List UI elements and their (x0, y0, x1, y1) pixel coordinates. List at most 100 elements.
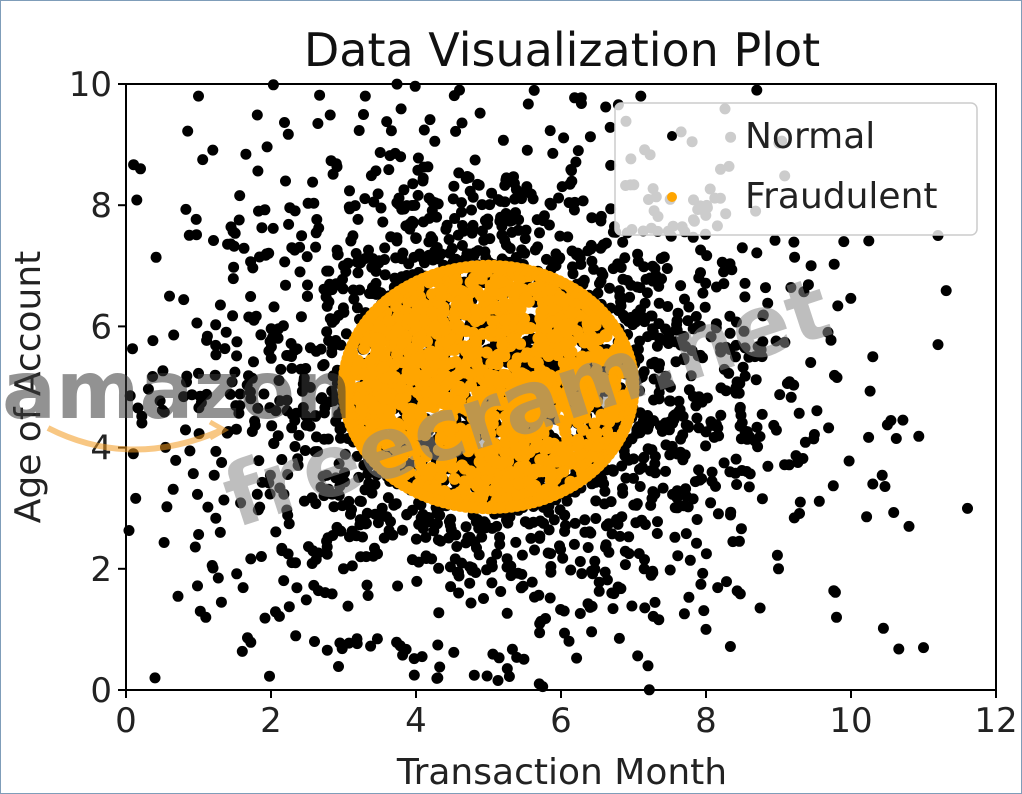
fraudulent-point (542, 436, 555, 449)
normal-point (520, 224, 532, 236)
fraudulent-point (471, 477, 484, 490)
normal-point (332, 249, 344, 260)
normal-point (348, 293, 360, 305)
normal-point (593, 576, 605, 588)
normal-point (554, 540, 565, 552)
fraudulent-point (424, 465, 437, 478)
normal-point (147, 371, 159, 382)
normal-point (590, 513, 602, 524)
normal-point (664, 564, 676, 576)
normal-point (545, 199, 557, 211)
normal-point (708, 431, 720, 443)
fraudulent-point (510, 399, 523, 412)
normal-point (632, 422, 644, 434)
normal-point (161, 501, 173, 513)
normal-point (422, 512, 434, 523)
normal-point (135, 163, 146, 175)
normal-point (456, 240, 468, 251)
normal-point (635, 90, 647, 102)
normal-point (391, 636, 403, 648)
normal-point (431, 242, 443, 253)
normal-point (628, 453, 640, 465)
normal-point (301, 251, 313, 263)
normal-point (808, 433, 820, 445)
normal-point (349, 200, 361, 212)
normal-point (724, 327, 736, 339)
normal-point (569, 517, 581, 529)
normal-point (283, 601, 295, 613)
fraudulent-point (482, 376, 495, 388)
normal-point (805, 357, 817, 368)
normal-point (302, 279, 313, 291)
normal-point (289, 205, 301, 217)
normal-point (691, 412, 703, 424)
normal-point (252, 504, 264, 516)
normal-point (286, 422, 298, 434)
normal-point (645, 465, 656, 477)
normal-point (314, 89, 326, 101)
normal-point (831, 372, 843, 383)
normal-point (682, 501, 694, 513)
normal-point (310, 241, 322, 253)
normal-point (843, 455, 855, 467)
normal-point (178, 294, 190, 306)
normal-point (253, 205, 264, 217)
normal-point (626, 600, 638, 612)
normal-point (408, 653, 420, 665)
normal-point (484, 199, 496, 211)
normal-point (323, 483, 334, 495)
normal-point (193, 402, 205, 414)
normal-point (716, 256, 728, 268)
normal-point (164, 290, 175, 302)
normal-point (212, 572, 224, 584)
normal-point (605, 159, 617, 171)
fraudulent-point (410, 320, 422, 333)
normal-point (646, 310, 658, 322)
normal-point (695, 578, 707, 590)
normal-point (444, 520, 456, 532)
normal-point (962, 502, 973, 514)
fraudulent-point (572, 438, 585, 451)
normal-point (216, 457, 228, 468)
normal-point (231, 350, 243, 362)
normal-point (770, 335, 782, 347)
fraudulent-point (498, 314, 511, 327)
normal-point (620, 472, 632, 484)
fraudulent-point (390, 300, 403, 313)
normal-point (724, 641, 736, 652)
normal-point (127, 343, 138, 355)
fraudulent-point (405, 374, 418, 386)
normal-point (456, 117, 468, 129)
normal-point (170, 454, 182, 466)
normal-point (700, 440, 712, 452)
normal-point (187, 468, 199, 480)
normal-point (396, 203, 408, 215)
normal-point (567, 268, 579, 280)
normal-point (677, 429, 689, 441)
normal-point (700, 426, 712, 438)
normal-point (712, 582, 724, 594)
normal-point (245, 553, 257, 565)
normal-point (785, 282, 797, 293)
normal-point (456, 557, 468, 569)
normal-point (331, 488, 343, 500)
fraudulent-point (527, 468, 539, 481)
normal-point (501, 663, 513, 675)
normal-point (604, 282, 615, 294)
normal-point (651, 528, 663, 539)
normal-point (447, 193, 459, 205)
normal-point (420, 531, 432, 543)
normal-point (298, 375, 310, 387)
fraudulent-point (475, 422, 488, 435)
fraudulent-point (457, 285, 470, 298)
normal-point (315, 393, 327, 405)
normal-point (387, 529, 399, 541)
normal-point (456, 206, 467, 218)
normal-point (281, 394, 293, 406)
fraudulent-point (382, 314, 395, 327)
normal-point (534, 227, 545, 239)
normal-point (229, 366, 241, 378)
normal-point (453, 167, 465, 179)
normal-point (544, 592, 556, 604)
normal-point (231, 568, 243, 580)
